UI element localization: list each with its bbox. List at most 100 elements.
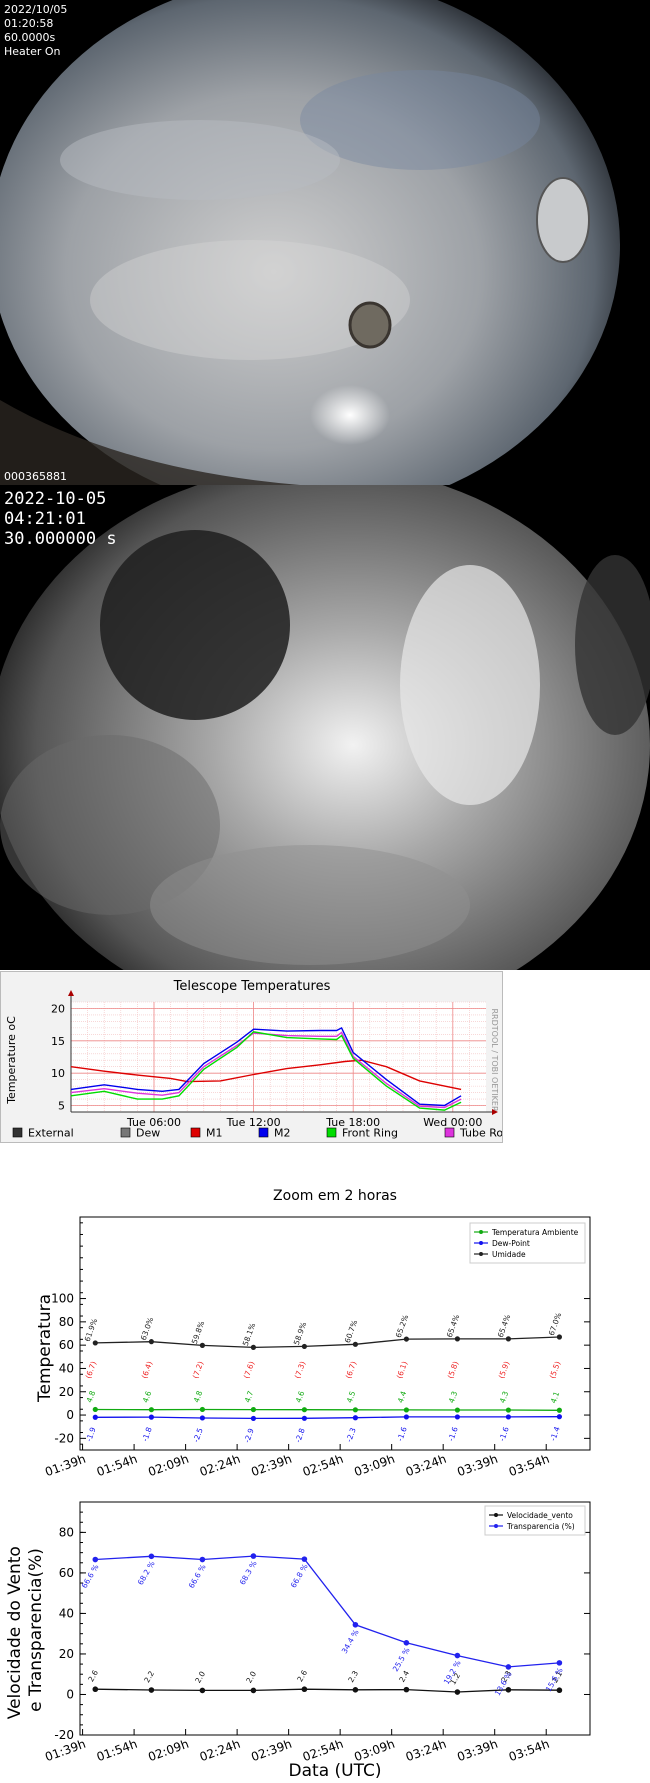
- y-tick-label: -20: [54, 1431, 74, 1445]
- data-label: 59.8%: [190, 1320, 207, 1345]
- legend-label: M1: [206, 1127, 223, 1140]
- x-axis-label: Data (UTC): [289, 1761, 382, 1781]
- y-axis-label-line1: Velocidade do Vento: [5, 1546, 25, 1719]
- x-tick-label: 01:39h: [43, 1452, 87, 1480]
- legend-swatch: [258, 1127, 269, 1138]
- data-point: [92, 1406, 98, 1413]
- data-point: [454, 1652, 461, 1659]
- data-point: [556, 1414, 563, 1420]
- zoom-temperature-plot: Zoom em 2 horas Temperatura -20 0 20 40 60 80…: [35, 1188, 591, 1480]
- y-axis-label: Velocidade do Vento e Transparencia(%): [5, 1541, 46, 1719]
- spread-label: (5.5): [548, 1360, 563, 1380]
- y-tick-label: 60: [59, 1338, 74, 1352]
- legend-box: [469, 1222, 586, 1264]
- x-tick-label: 02:24h: [198, 1737, 242, 1765]
- data-label: 2.2: [142, 1669, 156, 1684]
- data-label: 4.7: [243, 1389, 256, 1404]
- y-tick-label: 80: [59, 1525, 74, 1539]
- data-label: 4.6: [141, 1389, 154, 1404]
- allsky-camera-image-2: 2022-10-05 04:21:01 30.000000 s: [0, 485, 650, 970]
- series-line: [95, 1416, 560, 1420]
- legend-label: Transparencia (%): [506, 1522, 575, 1531]
- data-label: 2.6: [295, 1668, 309, 1683]
- legend-swatch: [190, 1127, 201, 1138]
- data-point: [92, 1414, 98, 1420]
- y-tick-label: 10: [51, 1067, 65, 1080]
- y-axis-label: Temperatura: [35, 1294, 55, 1403]
- chart-title: Zoom em 2 horas: [273, 1188, 397, 1204]
- y-tick-label: 5: [58, 1100, 65, 1113]
- series-line-m1: [70, 1059, 462, 1091]
- data-label: 4.1: [549, 1390, 562, 1405]
- y-axis-arrow: [68, 990, 74, 996]
- data-point: [352, 1415, 358, 1421]
- data-label: -1.8: [140, 1426, 154, 1443]
- data-point: [403, 1336, 409, 1342]
- data-point: [352, 1341, 358, 1347]
- data-label: 2.0: [244, 1670, 258, 1685]
- x-tick-label: Tue 18:00: [325, 1116, 380, 1129]
- data-point: [505, 1407, 511, 1413]
- legend-label: Dew-Point: [492, 1239, 530, 1248]
- data-point: [454, 1414, 460, 1420]
- data-label: 4.5: [345, 1390, 358, 1405]
- x-tick-label: 02:09h: [146, 1737, 190, 1765]
- x-tick-label: 03:24h: [404, 1452, 448, 1480]
- data-point: [403, 1407, 409, 1413]
- spread-label: (6.4): [140, 1360, 155, 1380]
- telescope-temperatures-chart: Telescope Temperatures Temperature oC RR…: [0, 971, 503, 1143]
- legend-marker: [494, 1524, 498, 1528]
- data-label: -1.6: [446, 1425, 460, 1442]
- data-point: [199, 1556, 206, 1563]
- camera2-time: 04:21:01: [4, 509, 86, 529]
- data-label: -1.6: [395, 1425, 409, 1442]
- data-label: 66.6 %: [187, 1563, 208, 1590]
- zoom-wind-transparency-plot: Velocidade do Vento e Transparencia(%) D…: [5, 1501, 591, 1781]
- data-point: [301, 1556, 308, 1562]
- x-tick-label: 03:09h: [352, 1452, 396, 1480]
- data-point: [92, 1686, 99, 1693]
- y-tick-label: 100: [51, 1292, 74, 1306]
- data-label: 4.8: [85, 1389, 98, 1404]
- y-tick-label: 0: [66, 1408, 74, 1422]
- data-label: 63.0%: [139, 1316, 156, 1341]
- plot-area: [71, 1002, 486, 1112]
- data-label: 2.6: [86, 1668, 100, 1683]
- spread-label: (5.8): [446, 1360, 461, 1380]
- data-point: [250, 1415, 256, 1422]
- legend-label: Velocidade_vento: [507, 1511, 573, 1520]
- legend-label: Umidade: [492, 1250, 526, 1259]
- data-label: 61.9%: [83, 1317, 100, 1342]
- legend-label: Dew: [136, 1127, 160, 1140]
- data-label: -2.8: [293, 1427, 307, 1444]
- data-point: [199, 1406, 205, 1413]
- allsky-camera-image-1: 2022/10/05 01:20:58 60.0000s Heater On 0…: [0, 0, 650, 485]
- data-point: [199, 1415, 205, 1421]
- telescope-temperatures-plot: Telescope Temperatures Temperature oC RR…: [5, 979, 502, 1140]
- data-point: [199, 1687, 206, 1694]
- data-label: 4.3: [447, 1390, 460, 1405]
- y-tick-label: 40: [59, 1606, 74, 1620]
- x-tick-label: 02:54h: [301, 1452, 345, 1480]
- x-tick-label: 03:54h: [507, 1737, 551, 1765]
- data-label: 4.3: [498, 1390, 511, 1405]
- data-label: 65.2%: [394, 1314, 411, 1339]
- data-point: [556, 1334, 563, 1340]
- x-tick-label: 03:24h: [404, 1737, 448, 1765]
- legend-swatch: [12, 1127, 23, 1138]
- series-line: [95, 1336, 560, 1349]
- data-point: [352, 1687, 359, 1693]
- data-point: [352, 1621, 359, 1628]
- x-tick-label: 01:54h: [95, 1737, 139, 1765]
- data-point: [301, 1686, 308, 1693]
- series-line: [95, 1408, 560, 1411]
- data-label: -1.9: [84, 1426, 98, 1443]
- camera1-frame-id: 000365881: [4, 470, 67, 483]
- data-point: [352, 1407, 358, 1413]
- data-label: -2.3: [344, 1426, 358, 1443]
- spread-label: (7.6): [242, 1360, 257, 1380]
- x-tick-label: Wed 00:00: [423, 1116, 482, 1129]
- data-label: 4.8: [192, 1389, 205, 1404]
- data-label: 4.6: [294, 1389, 307, 1404]
- data-label: -2.5: [191, 1426, 205, 1443]
